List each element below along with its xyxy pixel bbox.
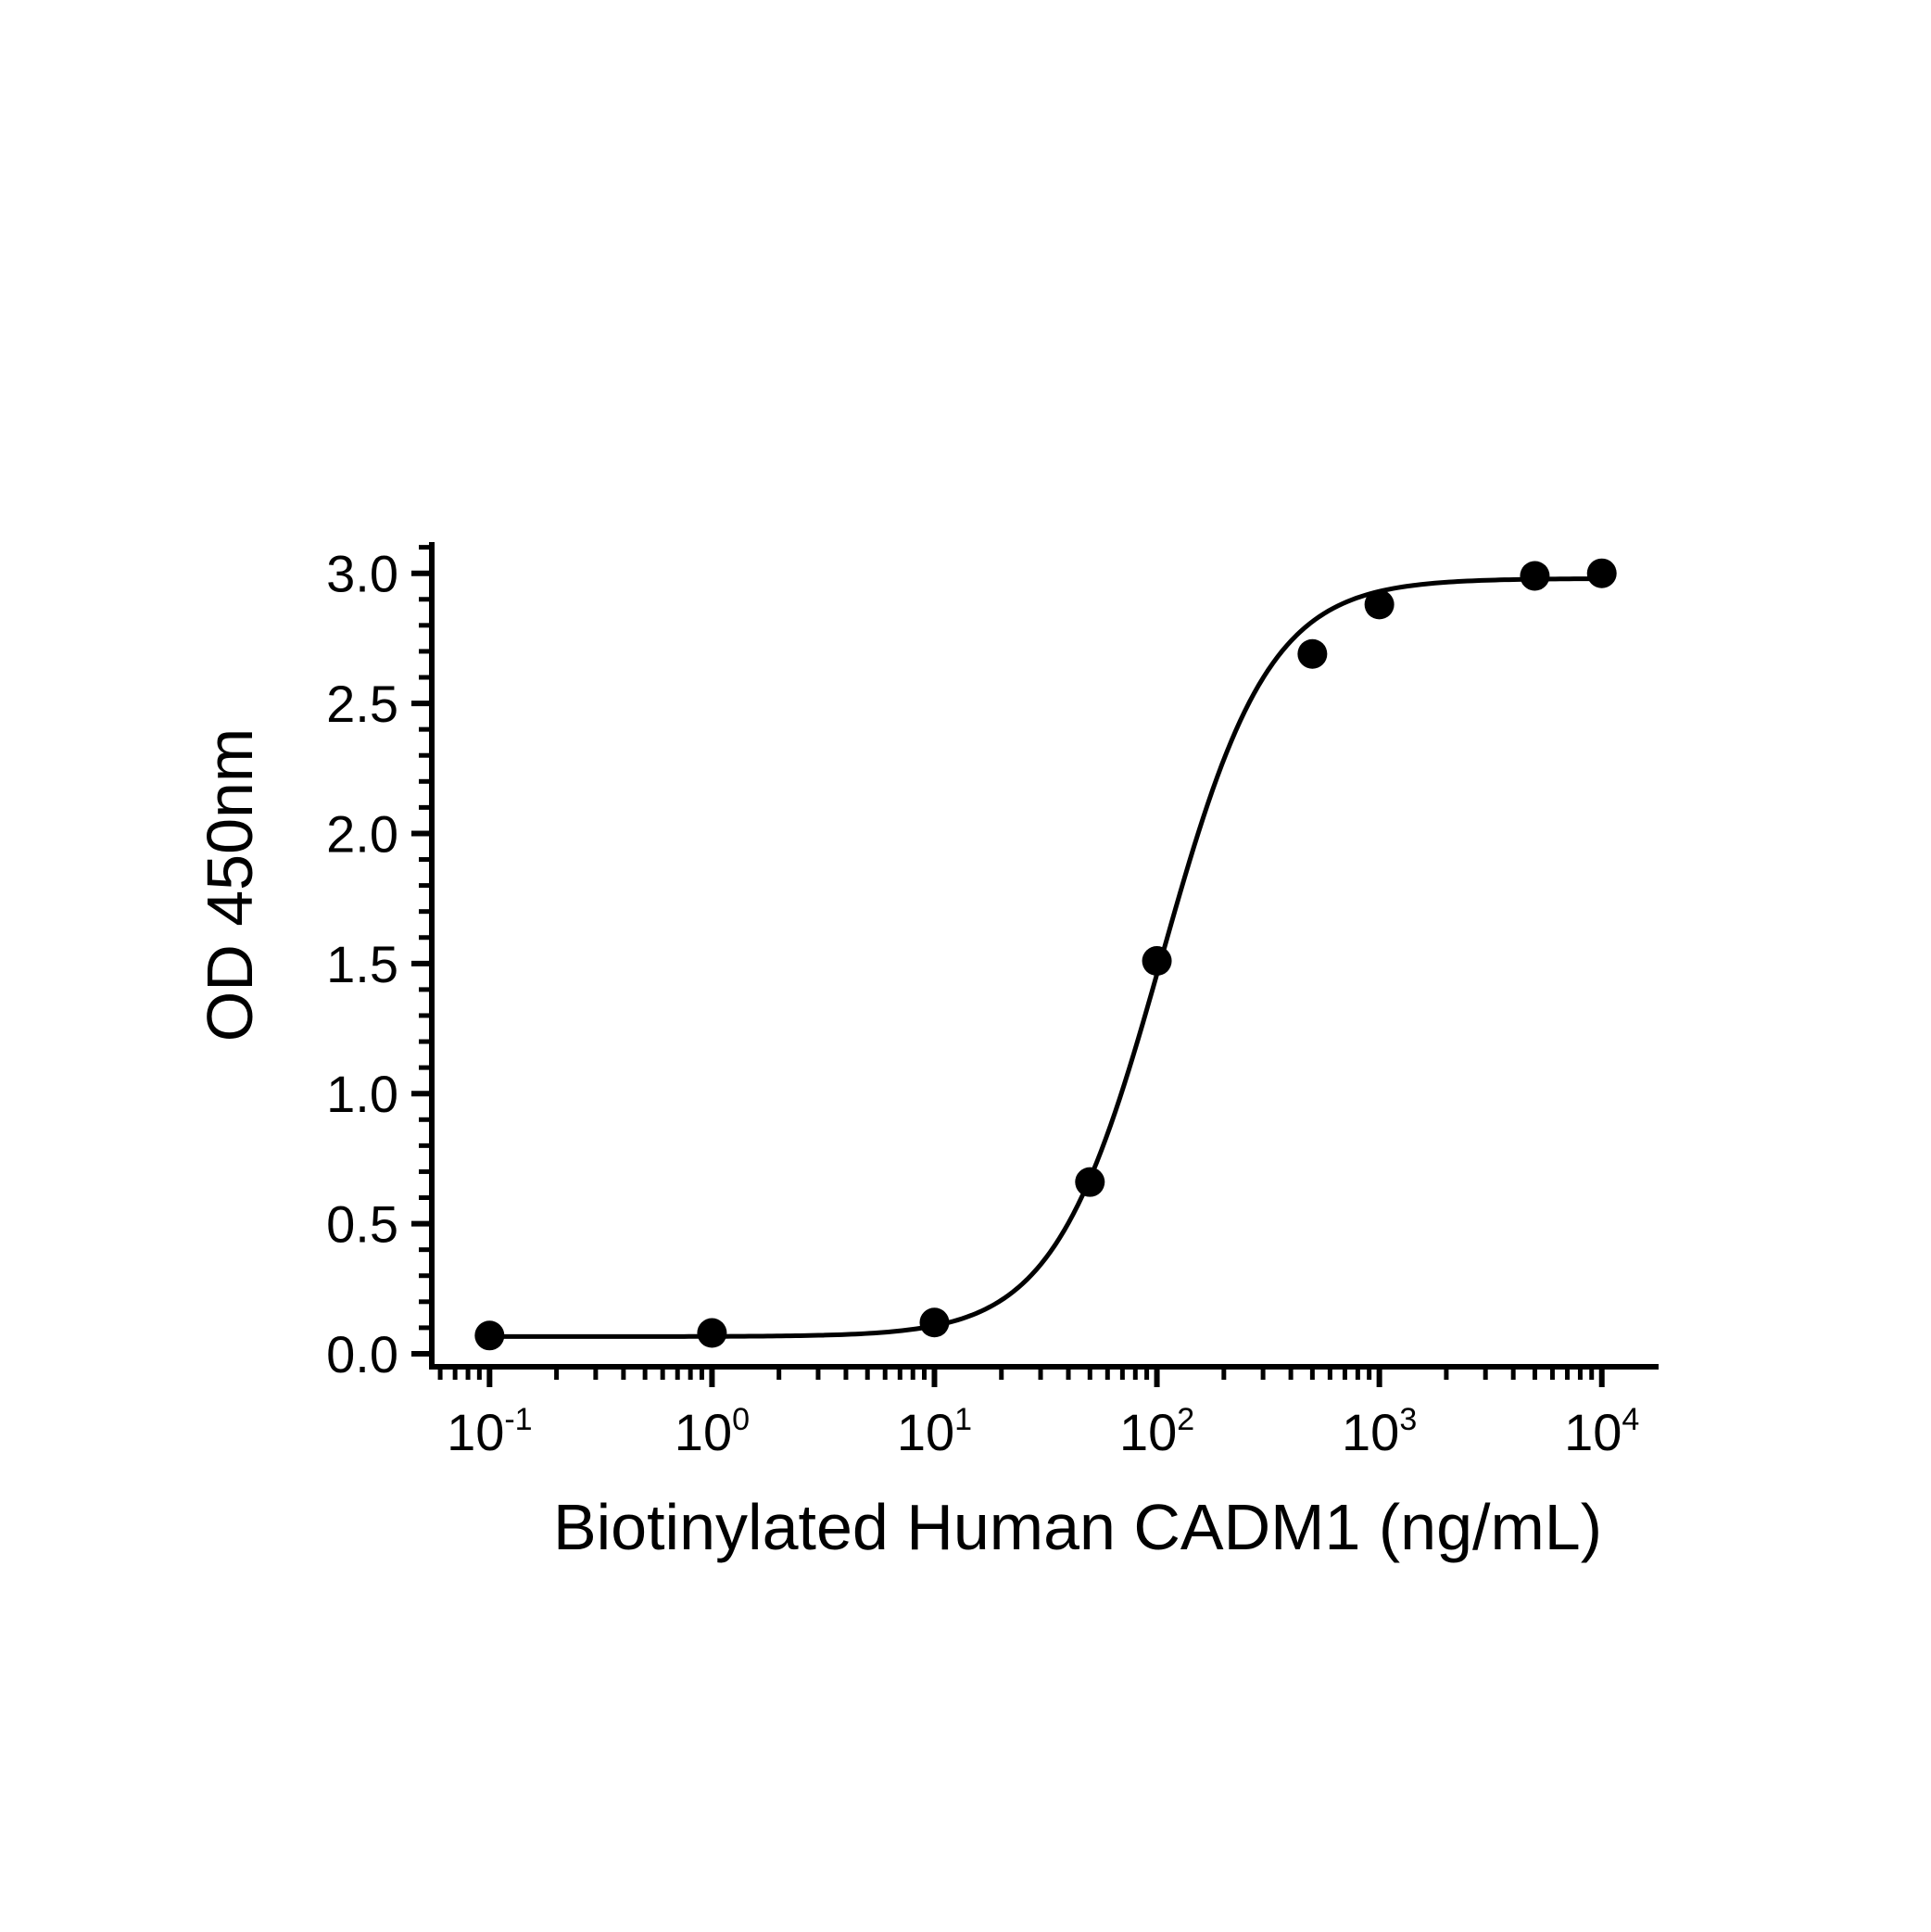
x-tick-label: 102	[1119, 1402, 1194, 1461]
x-tick-labels: 10-1 100 101 102 103 104	[447, 1402, 1639, 1461]
data-point	[1075, 1167, 1105, 1197]
data-points	[474, 558, 1617, 1351]
data-point	[1297, 638, 1328, 669]
data-point	[1364, 589, 1395, 620]
x-tick-label: 103	[1342, 1402, 1417, 1461]
y-axis-title: OD 450nm	[194, 728, 266, 1042]
x-tick-label: 101	[897, 1402, 972, 1461]
data-point	[1520, 561, 1550, 591]
data-point	[697, 1318, 727, 1348]
y-tick-label: 2.0	[326, 804, 398, 863]
y-tick-label: 2.5	[326, 675, 398, 733]
y-tick-label: 3.0	[326, 545, 398, 603]
x-tick-label: 100	[675, 1402, 750, 1461]
y-tick-labels: 0.0 0.5 1.0 1.5 2.0 2.5 3.0	[326, 545, 398, 1383]
y-tick-label: 0.5	[326, 1195, 398, 1254]
y-tick-label: 1.0	[326, 1065, 398, 1123]
data-point	[474, 1320, 505, 1351]
x-axis-title: Biotinylated Human CADM1 (ng/mL)	[553, 1491, 1602, 1563]
fit-curve	[489, 576, 1602, 1339]
x-tick-label: 104	[1564, 1402, 1639, 1461]
y-tick-label: 0.0	[326, 1325, 398, 1383]
data-point	[1142, 946, 1172, 977]
data-point	[1586, 558, 1617, 588]
data-point	[919, 1307, 950, 1338]
y-tick-label: 1.5	[326, 935, 398, 993]
axes	[411, 542, 1659, 1387]
x-tick-label: 10-1	[447, 1402, 533, 1461]
